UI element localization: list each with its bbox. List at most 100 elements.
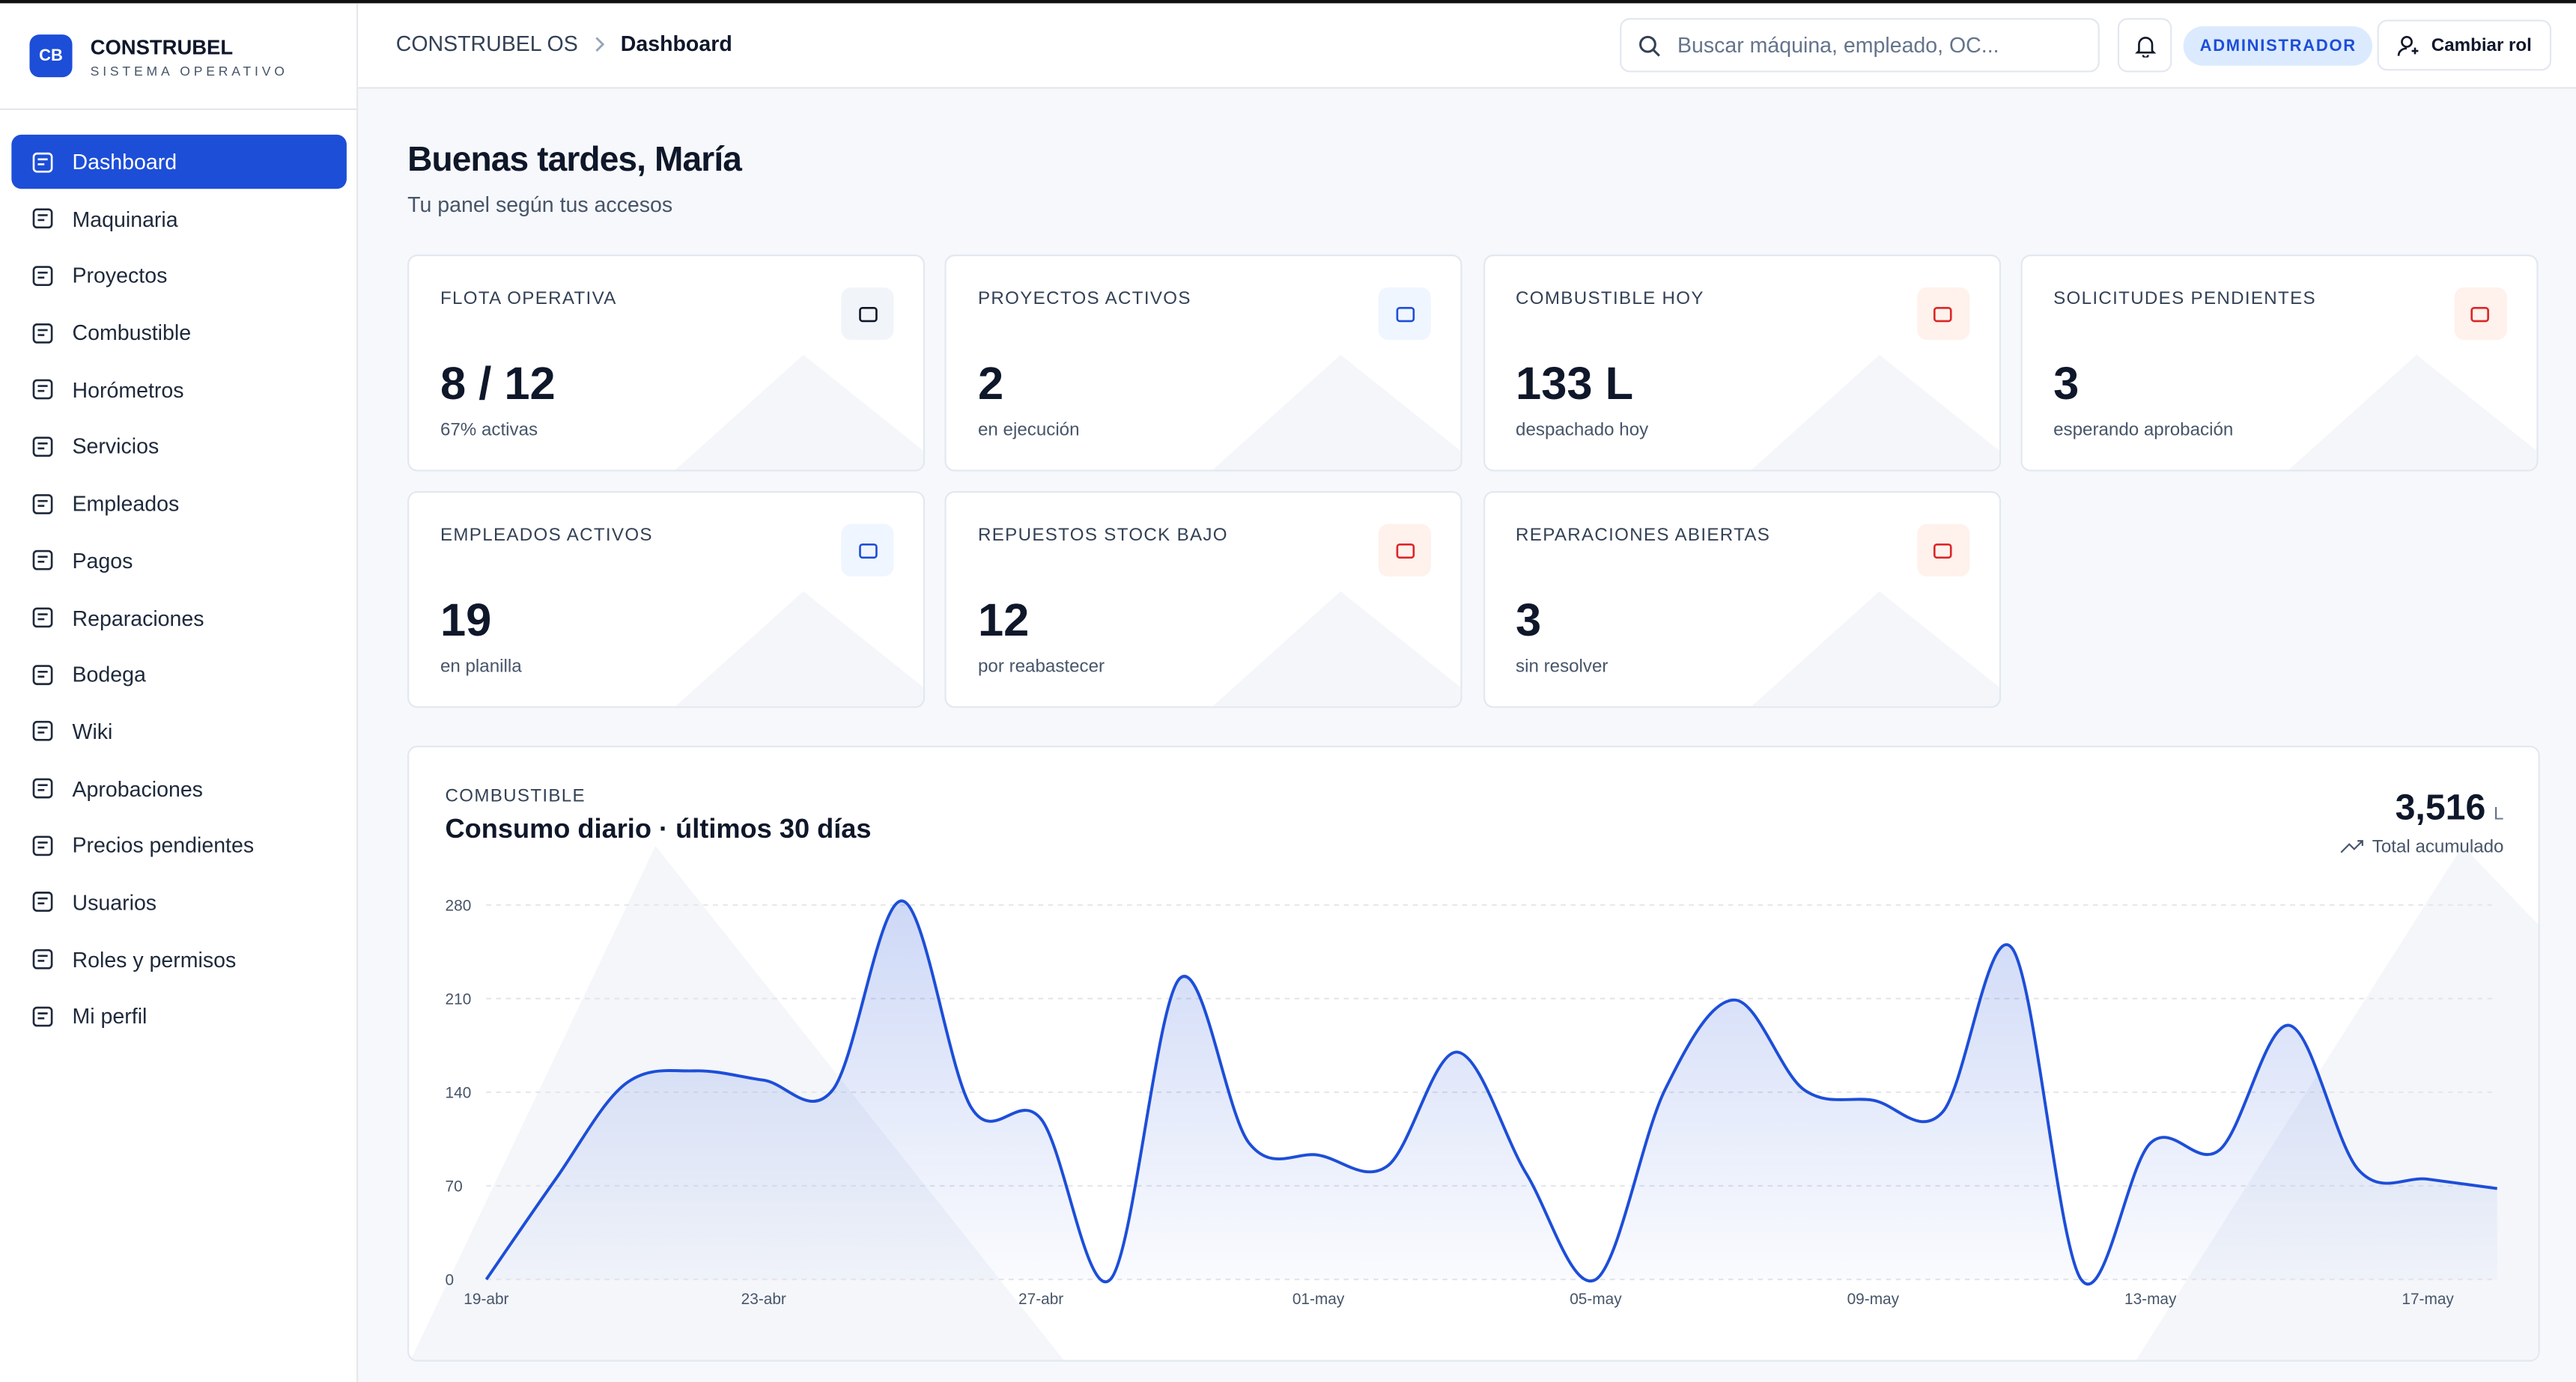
nav-icon-shape [32, 436, 53, 457]
notifications[interactable] [2117, 18, 2172, 73]
x-tick-label: 19-abr [464, 1291, 508, 1308]
nav-label: Wiki [72, 719, 113, 744]
nav-icon-shape [37, 328, 48, 335]
nav-item[interactable]: Pagos [11, 534, 347, 588]
stat-label: SOLICITUDES PENDIENTES [2053, 289, 2316, 309]
stat-icon-glyph [1396, 305, 1415, 322]
decoration [675, 354, 923, 470]
y-tick-label: 140 [446, 1085, 472, 1102]
nav-item[interactable]: Empleados [11, 476, 347, 530]
nav-item[interactable]: Wiki [11, 704, 347, 758]
nav-item[interactable]: Roles y permisos [11, 932, 347, 986]
user-icon [2397, 34, 2419, 55]
stat-card: COMBUSTIBLE HOY 133 L despachado hoy [1483, 255, 2001, 472]
stat-note: sin resolver [1516, 657, 1609, 677]
nav-icon-shape [37, 841, 48, 848]
decoration [2136, 845, 2539, 1360]
nav-item[interactable]: Precios pendientes [11, 818, 347, 872]
nav-icon-shape [37, 385, 48, 393]
stat-value: 3 [2053, 358, 2080, 410]
nav-icon-shape [37, 727, 48, 734]
chevron [595, 36, 604, 51]
nav-item[interactable]: Dashboard [11, 134, 347, 189]
y-tick-label: 0 [446, 1272, 455, 1289]
nav-icon [32, 949, 53, 969]
nav-label: Combustible [72, 320, 192, 345]
nav-icon [32, 721, 53, 742]
decoration [675, 591, 923, 707]
stat-card: REPARACIONES ABIERTAS 3 sin resolver [1483, 490, 2001, 708]
nav-item[interactable]: Horómetros [11, 362, 347, 416]
switch-role[interactable]: Cambiar rol [2377, 19, 2552, 71]
sidebar: CB CONSTRUBEL SISTEMA OPERATIVO Dashboar… [0, 3, 359, 1382]
stat-icon-shape [1933, 305, 1952, 322]
stat-label: COMBUSTIBLE HOY [1516, 289, 1704, 309]
decoration [1213, 591, 1462, 707]
nav-icon-shape [37, 271, 48, 278]
decoration [2288, 354, 2537, 470]
nav-item[interactable]: Combustible [11, 305, 347, 359]
search[interactable]: Buscar máquina, empleado, OC... [1620, 18, 2100, 73]
stat-note: en planilla [440, 657, 522, 677]
x-tick-label: 01-may [1292, 1291, 1345, 1308]
stat-card: PROYECTOS ACTIVOS 2 en ejecución [945, 255, 1463, 472]
y-tick-label: 210 [446, 991, 472, 1008]
nav-icon-shape [37, 898, 48, 905]
nav-icon-shape [32, 493, 53, 514]
stat-card: SOLICITUDES PENDIENTES 3 esperando aprobac… [2020, 255, 2539, 472]
nav-label: Aprobaciones [72, 776, 203, 801]
nav-item[interactable]: Reparaciones [11, 591, 347, 645]
nav-label: Pagos [72, 548, 133, 573]
nav-icon [32, 550, 53, 571]
logo[interactable]: CB [29, 34, 73, 78]
nav-item[interactable]: Bodega [11, 648, 347, 701]
nav-item[interactable]: Aprobaciones [11, 761, 347, 815]
nav-icon-shape [32, 949, 53, 969]
x-tick-label: 13-may [2124, 1291, 2177, 1308]
stat-icon [841, 523, 894, 577]
nav-item[interactable]: Proyectos [11, 249, 347, 302]
nav-item[interactable]: Usuarios [11, 875, 347, 929]
stat-icon-shape [858, 305, 877, 322]
stat-icon-shape [1396, 542, 1415, 558]
stat-icon-glyph [2471, 305, 2490, 322]
nav-item[interactable]: Mi perfil [11, 989, 347, 1043]
nav-icon-shape [32, 721, 53, 742]
nav-icon [32, 1006, 53, 1026]
nav-label: Proyectos [72, 263, 168, 288]
nav-icon [32, 436, 53, 457]
nav-icon-shape [37, 157, 48, 165]
nav-icon-shape [32, 208, 53, 229]
brand-name: CONSTRUBEL [90, 36, 234, 59]
decoration [675, 354, 923, 470]
stat-note: esperando aprobación [2053, 420, 2234, 440]
nav-icon-shape [37, 670, 48, 678]
x-tick-label: 23-abr [741, 1291, 786, 1308]
nav-label: Mi perfil [72, 1004, 148, 1029]
breadcrumb: CONSTRUBEL OS Dashboard [396, 31, 732, 56]
nav-icon-shape [37, 955, 48, 963]
decoration [1751, 591, 1999, 707]
nav-icon-shape [32, 550, 53, 571]
decoration [1213, 354, 1462, 470]
nav-icon [32, 892, 53, 913]
stat-label: REPARACIONES ABIERTAS [1516, 526, 1771, 546]
crumb-current: Dashboard [620, 31, 732, 56]
nav-icon-shape [32, 323, 53, 343]
trend-icon [2340, 840, 2363, 853]
nav-icon [32, 208, 53, 229]
nav-label: Precios pendientes [72, 832, 255, 858]
nav-icon-shape [32, 1006, 53, 1026]
nav-item[interactable]: Maquinaria [11, 192, 347, 246]
crumb[interactable]: CONSTRUBEL OS [395, 31, 578, 56]
nav-label: Empleados [72, 491, 180, 517]
nav-label: Horómetros [72, 377, 184, 402]
stat-icon [1916, 287, 1969, 341]
stat-note: 67% activas [440, 420, 538, 440]
nav-icon-shape [37, 442, 48, 450]
stat-value: 3 [1516, 594, 1542, 646]
nav-item[interactable]: Servicios [11, 419, 347, 473]
nav-label: Usuarios [72, 889, 157, 915]
nav-label: Maquinaria [72, 206, 178, 231]
stat-icon [1916, 523, 1969, 577]
